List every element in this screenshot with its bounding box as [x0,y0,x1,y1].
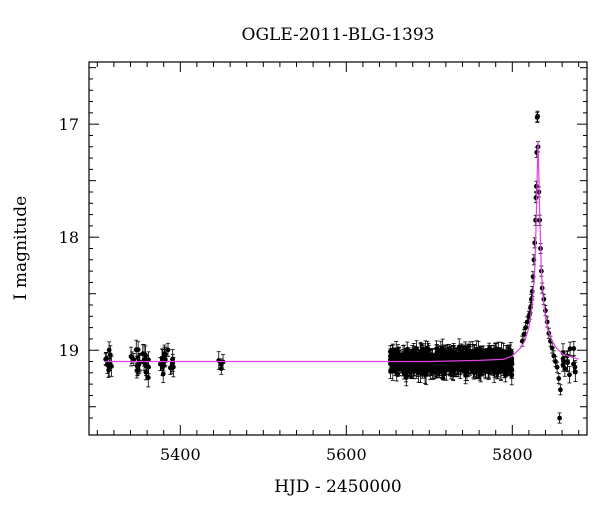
y-tick-label: 18 [59,228,79,247]
data-point [106,347,112,353]
data-point [521,332,527,337]
chart-title: OGLE-2011-BLG-1393 [242,25,435,45]
data-series [103,110,578,424]
y-axis: 17 18 19 [59,67,587,419]
data-point [160,356,166,362]
data-point [455,354,461,360]
data-point [418,370,423,376]
data-point [429,369,435,375]
data-point [425,366,431,372]
data-point [523,325,528,331]
data-point [535,113,541,119]
data-point [465,361,471,367]
data-point [503,364,509,369]
data-point [405,365,411,370]
data-point [556,376,562,381]
data-point [129,355,135,361]
data-point [496,349,502,355]
data-point [474,368,479,374]
data-point [567,346,573,352]
data-point [405,355,411,361]
x-tick-label: 5800 [492,445,533,464]
x-axis-label: HJD - 2450000 [274,477,402,497]
data-point [440,365,446,371]
data-point [561,359,567,364]
data-point [109,363,114,369]
data-point [558,387,563,393]
data-point [435,354,441,360]
data-point [551,353,557,359]
y-tick-label: 17 [59,115,79,134]
data-point [106,367,112,373]
data-point [571,346,577,351]
data-point [133,347,139,353]
data-point [443,350,449,356]
data-point [449,362,455,368]
data-point [494,363,500,369]
data-point [165,347,171,353]
data-point [549,345,555,351]
data-point [554,364,560,370]
data-point [500,360,506,365]
data-point [437,368,442,373]
data-point [567,372,572,378]
data-point [557,415,563,421]
data-point [411,366,417,372]
data-point [533,195,539,201]
data-point [533,217,538,223]
data-point [553,359,558,364]
data-point [509,372,515,378]
data-point [145,375,151,381]
data-point [450,351,456,357]
x-tick-label: 5400 [160,445,201,464]
data-point [507,358,512,364]
model-curve [105,141,579,363]
data-point [494,353,499,359]
data-point [565,360,570,366]
data-point [488,354,494,360]
data-point [571,361,576,367]
y-axis-label: I magnitude [11,196,31,300]
data-point [524,319,530,325]
data-point [415,365,421,371]
data-point [169,363,175,369]
data-point [532,240,538,246]
data-point [470,349,476,354]
data-point [464,348,470,354]
x-tick-label: 5600 [326,445,367,464]
y-tick-label: 19 [59,341,79,360]
plot-frame [88,61,588,436]
data-point [103,356,109,362]
data-point [426,362,432,367]
data-point [388,369,393,374]
x-axis: 5400 5600 5800 [96,62,580,464]
data-point [157,361,163,367]
data-point [143,352,148,358]
data-point [216,358,222,363]
data-point [394,358,400,363]
data-point [134,363,140,369]
data-point [486,365,491,370]
